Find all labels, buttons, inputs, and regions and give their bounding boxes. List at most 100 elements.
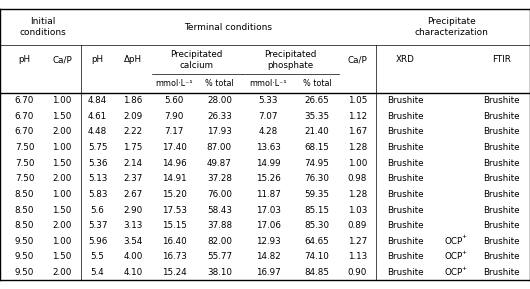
Text: Terminal conditions: Terminal conditions bbox=[184, 23, 272, 32]
Text: 37.28: 37.28 bbox=[207, 174, 232, 183]
Text: 5.36: 5.36 bbox=[88, 159, 107, 168]
Text: 1.75: 1.75 bbox=[123, 143, 143, 152]
Text: 2.37: 2.37 bbox=[123, 174, 143, 183]
Text: 82.00: 82.00 bbox=[207, 237, 232, 246]
Text: 3.13: 3.13 bbox=[123, 221, 143, 230]
Text: 15.15: 15.15 bbox=[162, 221, 187, 230]
Text: 8.50: 8.50 bbox=[15, 190, 34, 199]
Text: 87.00: 87.00 bbox=[207, 143, 232, 152]
Text: +: + bbox=[462, 234, 467, 239]
Text: 1.50: 1.50 bbox=[52, 159, 72, 168]
Text: 4.10: 4.10 bbox=[123, 268, 143, 277]
Text: 5.6: 5.6 bbox=[91, 205, 104, 214]
Text: Brushite: Brushite bbox=[483, 221, 520, 230]
Text: Brushite: Brushite bbox=[483, 159, 520, 168]
Text: Brushite: Brushite bbox=[483, 237, 520, 246]
Text: 14.99: 14.99 bbox=[256, 159, 280, 168]
Text: 2.14: 2.14 bbox=[123, 159, 143, 168]
Text: mmol·L⁻¹: mmol·L⁻¹ bbox=[156, 79, 193, 88]
Text: 5.5: 5.5 bbox=[91, 252, 104, 261]
Text: 2.90: 2.90 bbox=[123, 205, 143, 214]
Text: 12.93: 12.93 bbox=[256, 237, 280, 246]
Text: 0.90: 0.90 bbox=[348, 268, 367, 277]
Text: 17.40: 17.40 bbox=[162, 143, 187, 152]
Text: 1.05: 1.05 bbox=[348, 96, 367, 105]
Text: Brushite: Brushite bbox=[387, 237, 424, 246]
Text: 6.70: 6.70 bbox=[15, 127, 34, 136]
Text: 1.28: 1.28 bbox=[348, 143, 367, 152]
Text: Brushite: Brushite bbox=[387, 174, 424, 183]
Text: 1.50: 1.50 bbox=[52, 112, 72, 121]
Text: 8.50: 8.50 bbox=[15, 205, 34, 214]
Text: 15.26: 15.26 bbox=[256, 174, 280, 183]
Text: 2.67: 2.67 bbox=[123, 190, 143, 199]
Text: Brushite: Brushite bbox=[387, 127, 424, 136]
Text: 16.97: 16.97 bbox=[256, 268, 280, 277]
Text: 76.30: 76.30 bbox=[304, 174, 330, 183]
Text: FTIR: FTIR bbox=[492, 55, 511, 64]
Text: % total: % total bbox=[303, 79, 331, 88]
Text: Brushite: Brushite bbox=[387, 268, 424, 277]
Text: 9.50: 9.50 bbox=[15, 268, 34, 277]
Text: 1.00: 1.00 bbox=[52, 96, 72, 105]
Text: 59.35: 59.35 bbox=[304, 190, 330, 199]
Text: 1.27: 1.27 bbox=[348, 237, 367, 246]
Text: 1.00: 1.00 bbox=[348, 159, 367, 168]
Text: 7.50: 7.50 bbox=[15, 143, 34, 152]
Text: 38.10: 38.10 bbox=[207, 268, 232, 277]
Text: 14.82: 14.82 bbox=[256, 252, 280, 261]
Text: OCP: OCP bbox=[444, 252, 463, 261]
Text: 26.33: 26.33 bbox=[207, 112, 232, 121]
Text: 1.86: 1.86 bbox=[123, 96, 143, 105]
Text: 17.03: 17.03 bbox=[255, 205, 281, 214]
Text: 58.43: 58.43 bbox=[207, 205, 232, 214]
Text: Brushite: Brushite bbox=[387, 221, 424, 230]
Text: Ca/P: Ca/P bbox=[52, 55, 72, 64]
Text: 1.50: 1.50 bbox=[52, 205, 72, 214]
Text: Precipitated
calcium: Precipitated calcium bbox=[170, 49, 223, 70]
Text: Brushite: Brushite bbox=[483, 205, 520, 214]
Text: 16.73: 16.73 bbox=[162, 252, 187, 261]
Text: Brushite: Brushite bbox=[483, 127, 520, 136]
Text: 2.22: 2.22 bbox=[123, 127, 143, 136]
Text: 5.83: 5.83 bbox=[88, 190, 108, 199]
Text: 55.77: 55.77 bbox=[207, 252, 232, 261]
Text: 0.98: 0.98 bbox=[348, 174, 367, 183]
Text: 1.00: 1.00 bbox=[52, 143, 72, 152]
Text: 5.96: 5.96 bbox=[88, 237, 107, 246]
Text: 7.17: 7.17 bbox=[165, 127, 184, 136]
Text: +: + bbox=[462, 266, 467, 271]
Text: 26.65: 26.65 bbox=[305, 96, 329, 105]
Text: pH: pH bbox=[92, 55, 104, 64]
Text: 7.50: 7.50 bbox=[15, 159, 34, 168]
Text: 5.37: 5.37 bbox=[88, 221, 108, 230]
Text: 37.88: 37.88 bbox=[207, 221, 232, 230]
Text: 6.70: 6.70 bbox=[15, 96, 34, 105]
Text: 17.93: 17.93 bbox=[207, 127, 232, 136]
Text: 84.85: 84.85 bbox=[304, 268, 330, 277]
Text: 14.96: 14.96 bbox=[162, 159, 187, 168]
Text: 7.07: 7.07 bbox=[259, 112, 278, 121]
Text: ΔpH: ΔpH bbox=[124, 55, 142, 64]
Text: 1.67: 1.67 bbox=[348, 127, 367, 136]
Text: 7.90: 7.90 bbox=[165, 112, 184, 121]
Text: 68.15: 68.15 bbox=[304, 143, 329, 152]
Text: 1.50: 1.50 bbox=[52, 252, 72, 261]
Text: 2.00: 2.00 bbox=[52, 174, 72, 183]
Text: 4.84: 4.84 bbox=[88, 96, 107, 105]
Text: pH: pH bbox=[19, 55, 31, 64]
Text: 4.61: 4.61 bbox=[88, 112, 107, 121]
Text: 64.65: 64.65 bbox=[305, 237, 329, 246]
Text: Brushite: Brushite bbox=[387, 143, 424, 152]
Text: Initial
conditions: Initial conditions bbox=[20, 17, 66, 37]
Text: XRD: XRD bbox=[396, 55, 415, 64]
Text: 4.28: 4.28 bbox=[259, 127, 278, 136]
Text: 9.50: 9.50 bbox=[15, 252, 34, 261]
Text: 0.89: 0.89 bbox=[348, 221, 367, 230]
Text: 4.48: 4.48 bbox=[88, 127, 107, 136]
Text: 5.60: 5.60 bbox=[165, 96, 184, 105]
Text: 5.33: 5.33 bbox=[259, 96, 278, 105]
Text: Brushite: Brushite bbox=[387, 159, 424, 168]
Text: 16.40: 16.40 bbox=[162, 237, 187, 246]
Text: 85.15: 85.15 bbox=[304, 205, 330, 214]
